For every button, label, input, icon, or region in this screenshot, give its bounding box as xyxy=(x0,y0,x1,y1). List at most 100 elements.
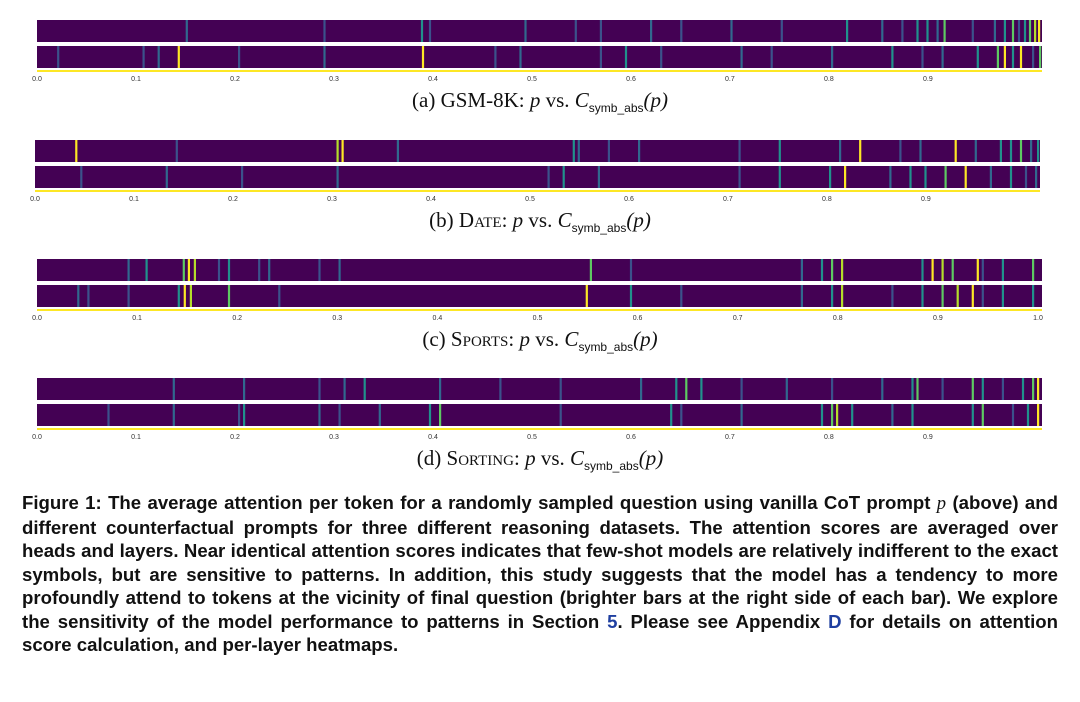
attention-bar xyxy=(951,259,954,281)
attention-bar xyxy=(559,404,562,426)
attention-bar xyxy=(577,140,580,162)
attention-bar xyxy=(964,166,967,188)
attention-bar xyxy=(800,285,803,307)
attention-bar xyxy=(921,46,924,68)
attention-bar xyxy=(519,46,522,68)
attention-bar xyxy=(740,378,743,400)
attention-bar xyxy=(585,285,588,307)
attention-bar xyxy=(172,404,175,426)
attention-bar xyxy=(396,140,399,162)
attention-bar xyxy=(820,259,824,281)
attention-bar xyxy=(1023,20,1027,42)
attention-bar xyxy=(177,285,180,307)
panel-caption-gsm8k: (a) GSM-8K: p vs. Csymb_abs(p) xyxy=(412,88,668,116)
attention-bar xyxy=(859,140,862,162)
attention-bar xyxy=(559,378,562,400)
tick-label: 0.0 xyxy=(30,196,40,203)
attention-bar xyxy=(1028,20,1032,42)
attention-bar xyxy=(778,166,781,188)
tick-label: 0.3 xyxy=(332,315,342,322)
tick-label: 0.5 xyxy=(525,196,535,203)
attention-bar xyxy=(1038,20,1041,42)
attention-bar xyxy=(193,259,196,281)
axis-line xyxy=(37,428,1042,430)
attention-bar xyxy=(227,259,231,281)
attention-bar xyxy=(981,259,984,281)
tick-label: 0.7 xyxy=(733,315,743,322)
attention-bar xyxy=(680,285,683,307)
tick-label: 0.5 xyxy=(533,315,543,322)
tick-label: 0.9 xyxy=(923,434,933,441)
attention-bar xyxy=(841,285,844,307)
tick-label: 0.4 xyxy=(428,434,438,441)
attention-bar xyxy=(87,285,90,307)
tick-label: 0.7 xyxy=(723,196,733,203)
tick-label: 0.6 xyxy=(626,76,636,83)
tick-label: 0.1 xyxy=(131,434,141,441)
attention-bar xyxy=(1035,166,1038,188)
tick-label: 0.9 xyxy=(923,76,933,83)
tick-label: 0.3 xyxy=(329,434,339,441)
attention-bar xyxy=(574,20,577,42)
attention-bar xyxy=(599,46,602,68)
panel-caption-date: (b) Date: p vs. Csymb_abs(p) xyxy=(429,208,651,236)
attention-bar xyxy=(738,166,741,188)
attention-bar xyxy=(1001,259,1004,281)
attention-bar xyxy=(343,378,346,400)
heatmap-row-original xyxy=(37,20,1042,42)
attention-bar xyxy=(336,166,339,188)
attention-bar xyxy=(640,378,643,400)
attention-bar xyxy=(981,285,984,307)
attention-bar xyxy=(901,20,904,42)
attention-bar xyxy=(831,404,834,426)
attention-bar xyxy=(1019,46,1023,68)
attention-bar xyxy=(740,404,743,426)
panel-caption-sports: (c) Sports: p vs. Csymb_abs(p) xyxy=(422,327,658,355)
attention-bar xyxy=(420,20,424,42)
attention-bar xyxy=(700,378,703,400)
attention-bar xyxy=(428,404,432,426)
heatmap-row-counterfactual xyxy=(37,46,1042,68)
attention-bar xyxy=(318,378,321,400)
attention-bar xyxy=(675,378,678,400)
attention-bar xyxy=(829,166,832,188)
attention-bar xyxy=(1032,46,1035,68)
attention-bar xyxy=(976,259,979,281)
attention-bar xyxy=(971,20,974,42)
attention-bar xyxy=(891,285,894,307)
attention-bar xyxy=(685,378,688,400)
attention-bar xyxy=(428,20,432,42)
figure-caption: Figure 1: The average attention per toke… xyxy=(22,492,1058,655)
tick-label: 0.0 xyxy=(32,434,42,441)
attention-bar xyxy=(844,166,847,188)
tick-label: 0.5 xyxy=(527,434,537,441)
tick-label: 0.6 xyxy=(624,196,634,203)
attention-bar xyxy=(971,378,974,400)
appendix-link[interactable]: D xyxy=(828,610,842,632)
heatmap-row-counterfactual xyxy=(37,285,1042,307)
heatmap-row-counterfactual xyxy=(35,166,1040,188)
attention-bar xyxy=(1003,20,1006,42)
attention-bar xyxy=(740,46,743,68)
attention-bar xyxy=(738,140,741,162)
attention-bar xyxy=(670,404,673,426)
attention-bar xyxy=(1032,259,1035,281)
attention-bar xyxy=(1011,404,1015,426)
attention-bar xyxy=(1011,20,1015,42)
attention-bar xyxy=(926,20,929,42)
attention-bar xyxy=(187,259,190,281)
tick-label: 0.8 xyxy=(822,196,832,203)
attention-bar xyxy=(916,20,919,42)
attention-bar xyxy=(1032,378,1035,400)
attention-bar xyxy=(921,285,924,307)
section-link[interactable]: 5 xyxy=(607,610,618,632)
tick-label: 0.9 xyxy=(921,196,931,203)
tick-label: 0.2 xyxy=(230,76,240,83)
attention-bar xyxy=(172,378,175,400)
attention-bar xyxy=(841,259,844,281)
attention-bar xyxy=(921,259,924,281)
tick-label: 0.4 xyxy=(433,315,443,322)
attention-bar xyxy=(547,166,550,188)
attention-bar xyxy=(127,285,130,307)
attention-bar xyxy=(954,140,957,162)
